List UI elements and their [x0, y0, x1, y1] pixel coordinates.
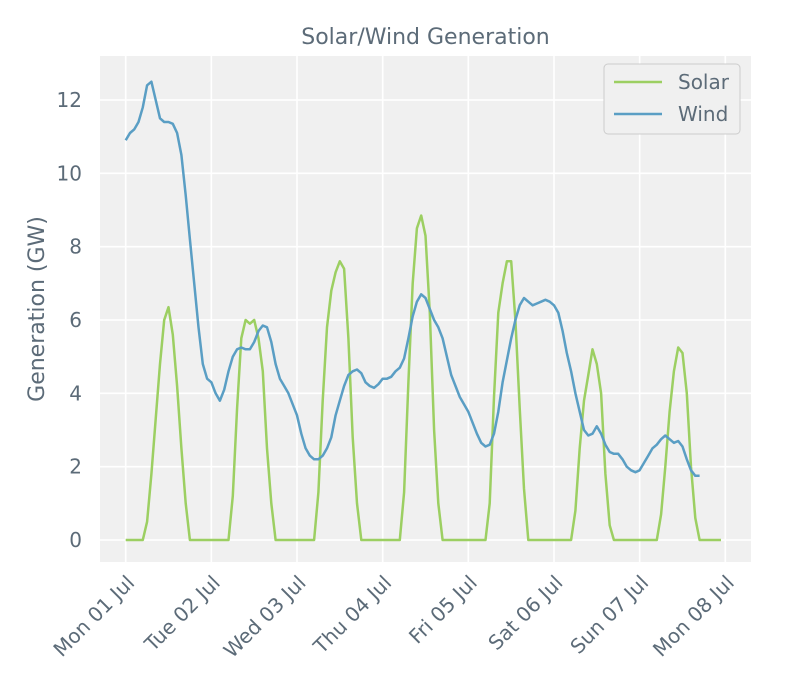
chart-title: Solar/Wind Generation: [301, 25, 550, 50]
y-axis-label: Generation (GW): [25, 216, 50, 402]
y-tick-label: 4: [69, 381, 82, 405]
x-tick-label: Mon 08 Jul: [648, 571, 739, 662]
x-tick-label: Wed 03 Jul: [219, 571, 311, 663]
x-tick-label: Mon 01 Jul: [48, 571, 139, 662]
y-tick-label: 10: [57, 161, 82, 185]
y-tick-label: 0: [69, 528, 82, 552]
y-tick-label: 2: [69, 455, 82, 479]
x-tick-label: Thu 04 Jul: [308, 571, 396, 659]
legend-label-wind: Wind: [678, 102, 728, 126]
x-tick-label: Sun 07 Jul: [565, 571, 653, 659]
legend-label-solar: Solar: [678, 70, 730, 94]
series-line-wind: [124, 80, 700, 478]
series-line-solar: [125, 214, 721, 542]
gridlines: [100, 56, 751, 562]
legend: Solar Wind: [603, 63, 741, 135]
y-tick-label: 6: [69, 308, 82, 332]
x-tick-label: Tue 02 Jul: [139, 571, 225, 657]
x-tick-label: Sat 06 Jul: [483, 571, 567, 655]
x-tick-label: Fri 05 Jul: [404, 571, 482, 649]
series-layer: [124, 80, 721, 542]
y-tick-label: 12: [57, 88, 82, 112]
y-axis-ticks: 0 2 4 6 8 10 12: [57, 88, 82, 552]
y-tick-label: 8: [69, 235, 82, 259]
plot-area: [100, 56, 751, 562]
